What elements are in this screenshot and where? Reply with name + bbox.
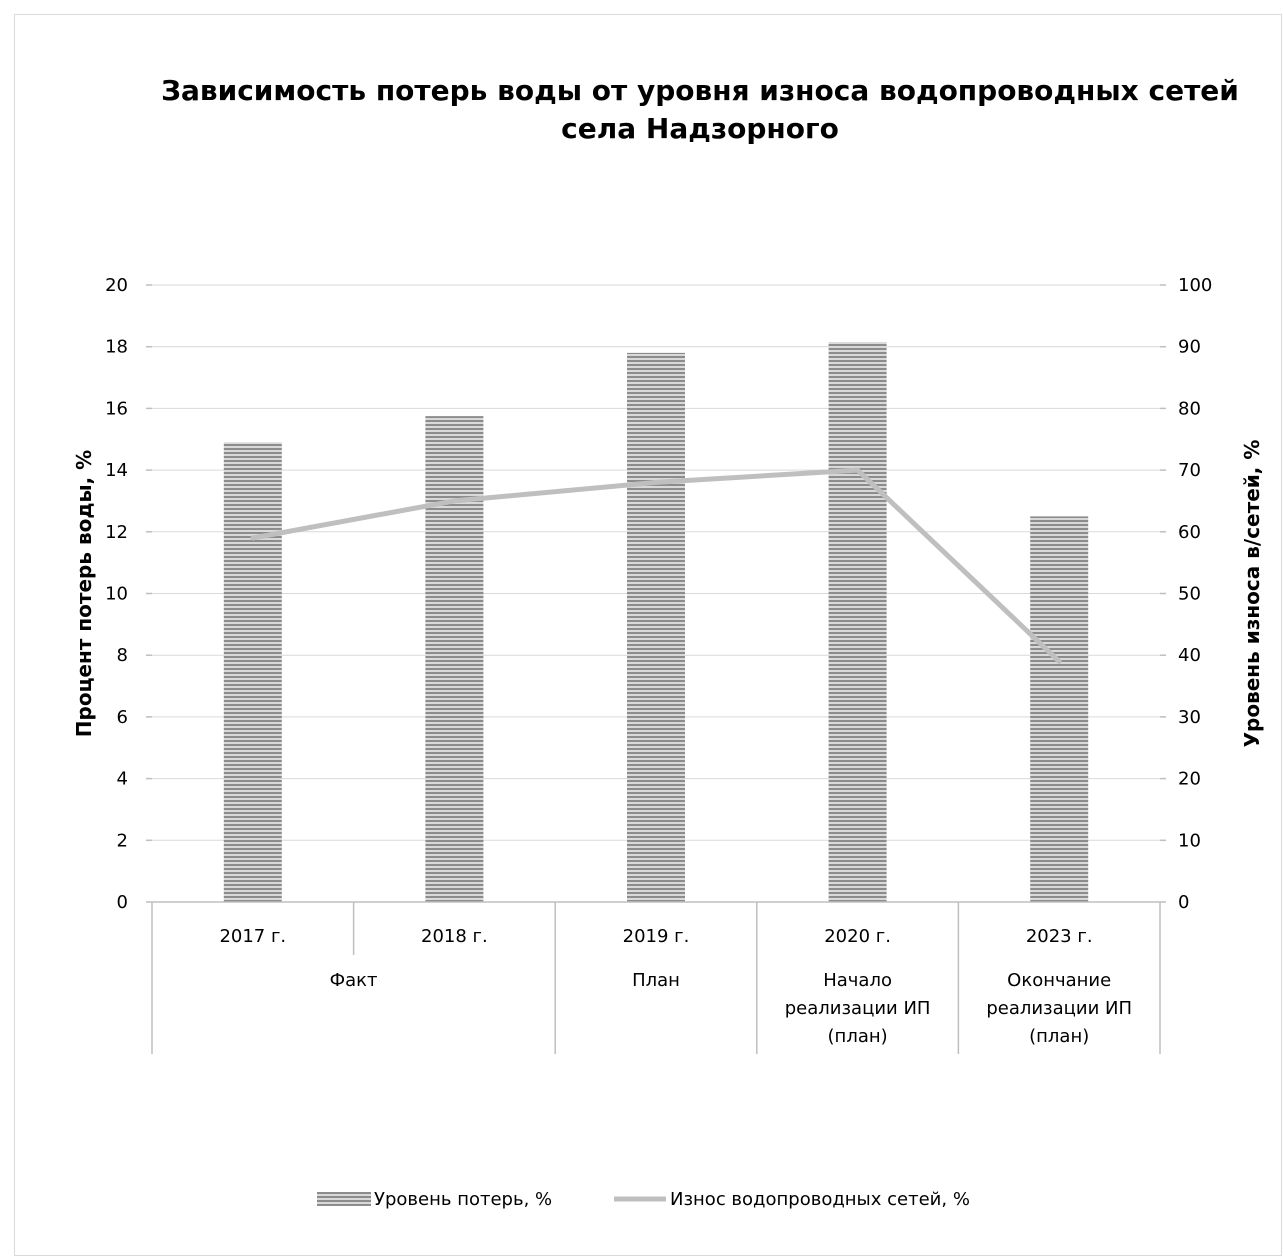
right-axis-title: Уровень износа в/сетей, % [1240, 440, 1264, 748]
bar [223, 442, 282, 902]
left-tick-label: 4 [117, 769, 128, 790]
chart-title: Зависимость потерь воды от уровня износа… [161, 74, 1239, 145]
legend-bar-swatch [317, 1192, 371, 1206]
left-tick-label: 12 [105, 522, 128, 543]
group-label-line: Окончание [1007, 970, 1111, 991]
line-point [1058, 660, 1060, 662]
category-label: 2020 г. [824, 926, 891, 947]
left-tick-label: 8 [117, 645, 128, 666]
right-tick-label: 90 [1178, 337, 1201, 358]
right-tick-label: 80 [1178, 398, 1201, 419]
line-point [252, 537, 254, 539]
left-tick-label: 16 [105, 398, 128, 419]
line-point [655, 481, 657, 483]
category-label: 2018 г. [421, 926, 488, 947]
line-series [250, 467, 1062, 664]
right-tick-label: 70 [1178, 460, 1201, 481]
right-tick-label: 50 [1178, 584, 1201, 605]
bar [627, 352, 685, 902]
legend: Уровень потерь, % Износ водопроводных сет… [317, 1189, 970, 1210]
chart-title-line: села Надзорного [561, 112, 839, 145]
right-tick-label: 100 [1178, 275, 1212, 296]
legend-line-label: Износ водопроводных сетей, % [670, 1189, 970, 1210]
legend-bar-label: Уровень потерь, % [374, 1189, 552, 1210]
axes [146, 284, 1166, 1054]
left-tick-label: 0 [117, 892, 128, 913]
chart-title-line: Зависимость потерь воды от уровня износа… [161, 74, 1239, 107]
category-label: 2017 г. [219, 926, 286, 947]
left-tick-label: 18 [105, 337, 128, 358]
left-axis-title: Процент потерь воды, % [72, 450, 96, 737]
left-tick-label: 14 [105, 460, 128, 481]
gridlines [152, 284, 1160, 841]
left-tick-label: 10 [105, 584, 128, 605]
category-labels: 2017 г. 2018 г. 2019 г. 2020 г. 2023 г. [219, 926, 1092, 947]
left-tick-label: 6 [117, 707, 128, 728]
right-tick-label: 40 [1178, 645, 1201, 666]
group-label-line: Факт [330, 970, 378, 991]
right-tick-label: 30 [1178, 707, 1201, 728]
axis-titles: Процент потерь воды, % Уровень износа в/с… [72, 440, 1264, 748]
bars [223, 342, 1089, 902]
group-label-line: План [632, 970, 680, 991]
line-point [453, 500, 455, 502]
left-tick-label: 20 [105, 275, 128, 296]
group-label-line: (план) [1029, 1026, 1089, 1047]
group-label-line: реализации ИП [785, 998, 931, 1019]
right-y-ticks: 0 10 20 30 40 50 60 70 80 90 100 [1178, 275, 1212, 913]
bar [1030, 516, 1089, 902]
right-tick-label: 20 [1178, 769, 1201, 790]
group-label-line: (план) [828, 1026, 888, 1047]
right-tick-label: 0 [1178, 892, 1189, 913]
category-label: 2019 г. [623, 926, 690, 947]
right-tick-label: 60 [1178, 522, 1201, 543]
left-tick-label: 2 [117, 830, 128, 851]
bar [828, 342, 887, 902]
bar [425, 416, 484, 902]
group-labels: Факт План Начало реализации ИП (план) Окончан… [330, 970, 1132, 1047]
line-point [857, 469, 859, 471]
category-label: 2023 г. [1026, 926, 1093, 947]
group-label-line: реализации ИП [986, 998, 1132, 1019]
right-tick-label: 10 [1178, 830, 1201, 851]
group-label-line: Начало [823, 970, 892, 991]
left-y-ticks: 0 2 4 6 8 10 12 14 16 18 20 [105, 275, 128, 913]
